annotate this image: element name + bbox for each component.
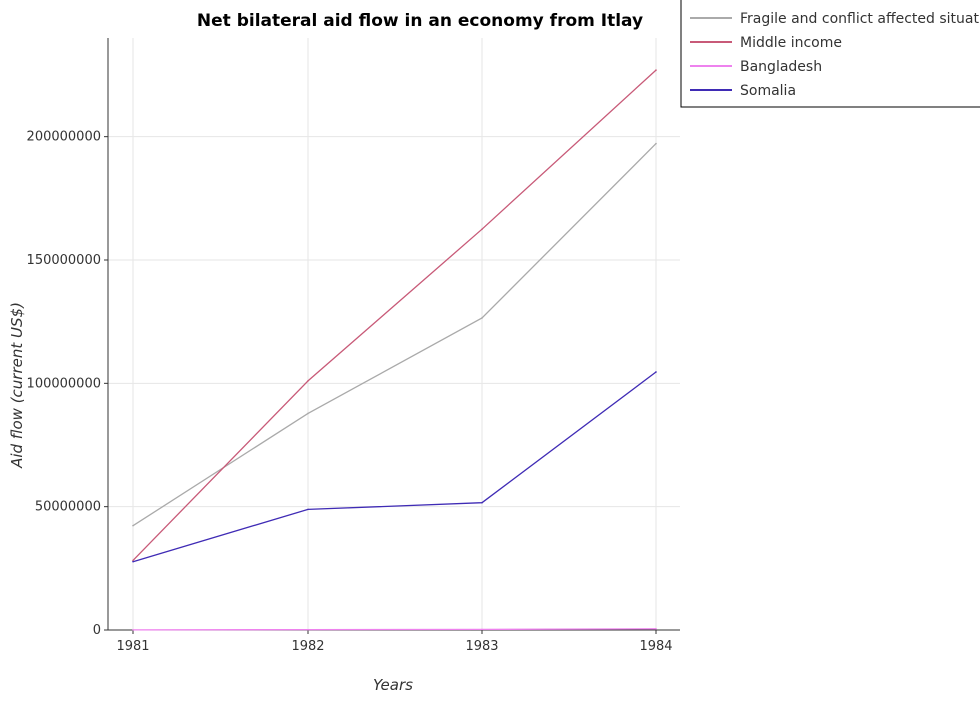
data-point-middle-income: [481, 228, 483, 230]
x-tick-label: 1982: [291, 639, 324, 654]
y-axis-label: Aid flow (current US$): [8, 302, 26, 469]
data-point-fragile-and-conflict-affected-situations: [307, 412, 309, 415]
data-point-fragile-and-conflict-affected-situations: [132, 524, 134, 527]
y-tick-label: 0: [93, 623, 101, 638]
data-point-somalia: [307, 508, 309, 511]
y-tick-label: 150000000: [27, 253, 101, 268]
data-point-somalia: [655, 371, 657, 373]
x-tick-label: 1981: [116, 639, 149, 654]
series-line-fragile-and-conflict-affected-situations: [132, 143, 657, 527]
data-point-bangladesh: [481, 628, 483, 631]
legend-label-somalia: Somalia: [740, 83, 796, 99]
data-point-somalia: [481, 501, 483, 504]
series-line-somalia: [132, 371, 657, 563]
data-point-middle-income: [307, 380, 309, 382]
data-point-middle-income: [132, 559, 134, 562]
x-tick-label: 1984: [639, 639, 672, 654]
x-axis-label: Years: [373, 676, 413, 694]
y-tick-label: 200000000: [27, 130, 101, 145]
y-tick-label: 100000000: [27, 376, 101, 391]
legend-label-middle-income: Middle income: [740, 35, 842, 51]
legend-label-fragile-and-conflict-affected-situations: Fragile and conflict affected situations: [740, 11, 980, 27]
chart-title: Net bilateral aid flow in an economy fro…: [197, 11, 643, 31]
data-point-bangladesh: [655, 627, 657, 630]
data-point-fragile-and-conflict-affected-situations: [655, 142, 657, 145]
x-axis-ticks: 1981 1982 1983 1984: [116, 630, 673, 654]
data-point-fragile-and-conflict-affected-situations: [481, 317, 483, 319]
x-tick-label: 1983: [465, 639, 498, 654]
series-line-bangladesh: [132, 628, 657, 631]
legend: Fragile and conflict affected situations…: [680, 0, 980, 108]
series-line-middle-income: [132, 69, 657, 561]
data-point-somalia: [132, 560, 134, 563]
legend-label-bangladesh: Bangladesh: [740, 59, 822, 75]
data-point-middle-income: [655, 69, 657, 71]
data-point-bangladesh: [307, 628, 309, 631]
grid: [108, 38, 680, 631]
data-point-bangladesh: [132, 629, 134, 631]
y-axis-ticks: 0 50000000 100000000 150000000 200000000: [27, 130, 108, 638]
y-tick-label: 50000000: [35, 500, 101, 515]
series-lines: [132, 69, 657, 631]
